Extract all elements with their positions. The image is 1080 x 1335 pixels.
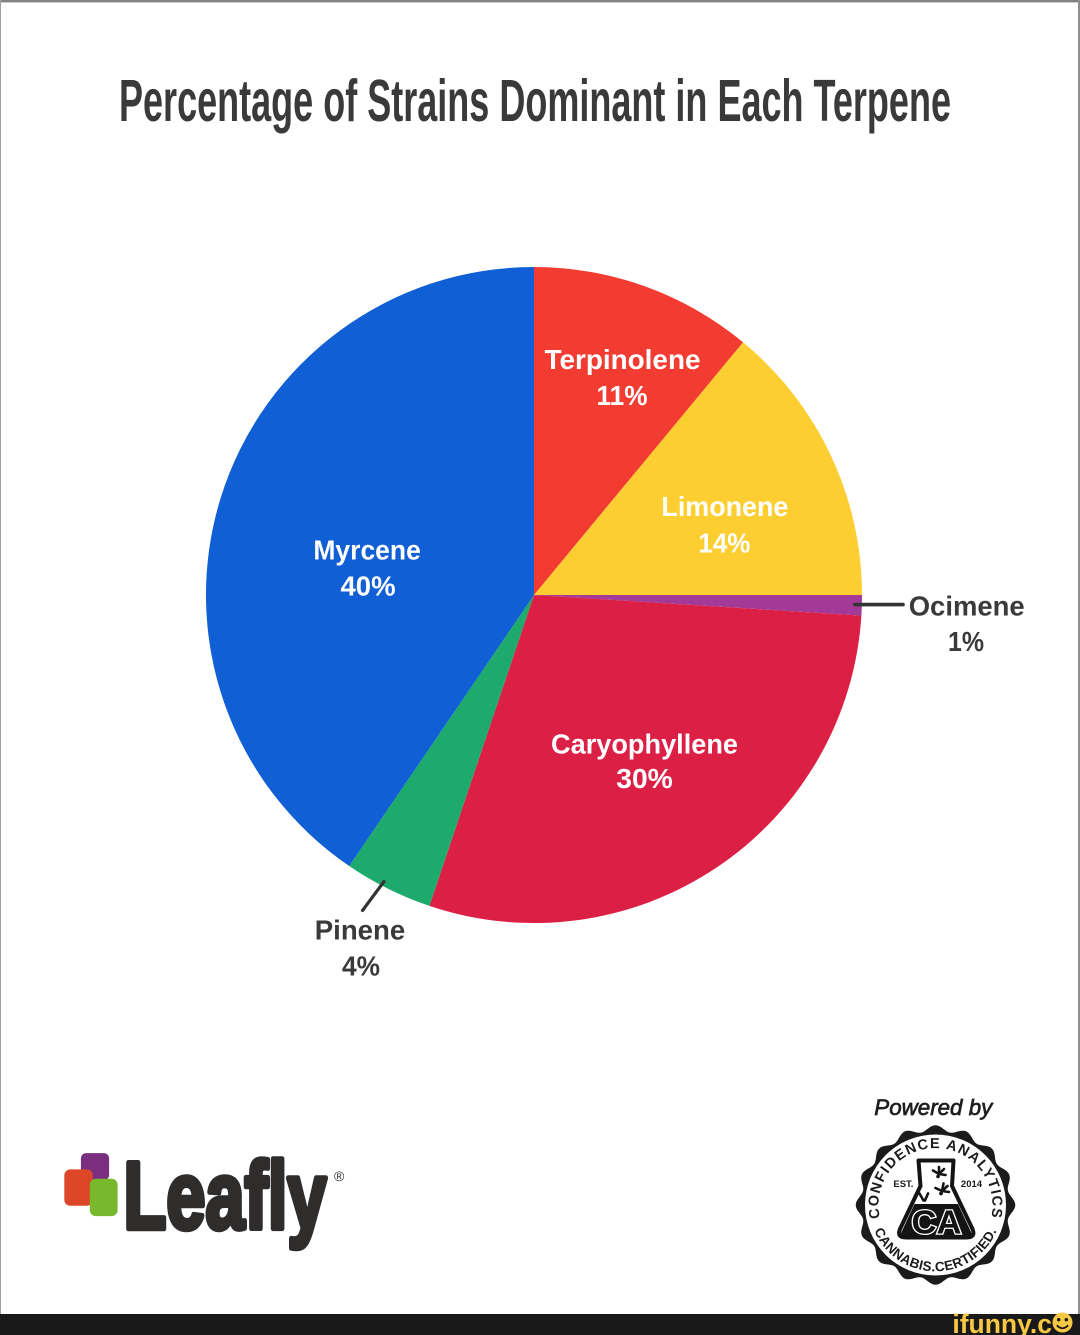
svg-text:40%: 40% (341, 571, 396, 602)
svg-text:2014: 2014 (961, 1179, 983, 1190)
svg-text:Percentage of Strains Dominant: Percentage of Strains Dominant in Each T… (119, 68, 951, 134)
svg-text:Ocimene: Ocimene (909, 590, 1025, 621)
svg-text:30%: 30% (616, 763, 673, 794)
svg-text:Caryophyllene: Caryophyllene (551, 728, 738, 759)
svg-text:®: ® (334, 1168, 345, 1184)
svg-text:4%: 4% (342, 951, 380, 982)
svg-text:EST.: EST. (893, 1179, 913, 1190)
svg-text:Limonene: Limonene (661, 491, 788, 522)
svg-text:Powered by: Powered by (874, 1095, 994, 1120)
svg-text:Pinene: Pinene (315, 915, 406, 946)
svg-text:ifunny.c: ifunny.c (952, 1309, 1052, 1335)
svg-text:11%: 11% (597, 380, 648, 411)
svg-text:1%: 1% (948, 626, 984, 657)
svg-text:Terpinolene: Terpinolene (545, 344, 701, 375)
svg-text:Myrcene: Myrcene (313, 535, 421, 566)
svg-text:14%: 14% (698, 528, 750, 559)
svg-text:CA: CA (912, 1205, 962, 1242)
svg-text:Leafly: Leafly (124, 1143, 327, 1250)
